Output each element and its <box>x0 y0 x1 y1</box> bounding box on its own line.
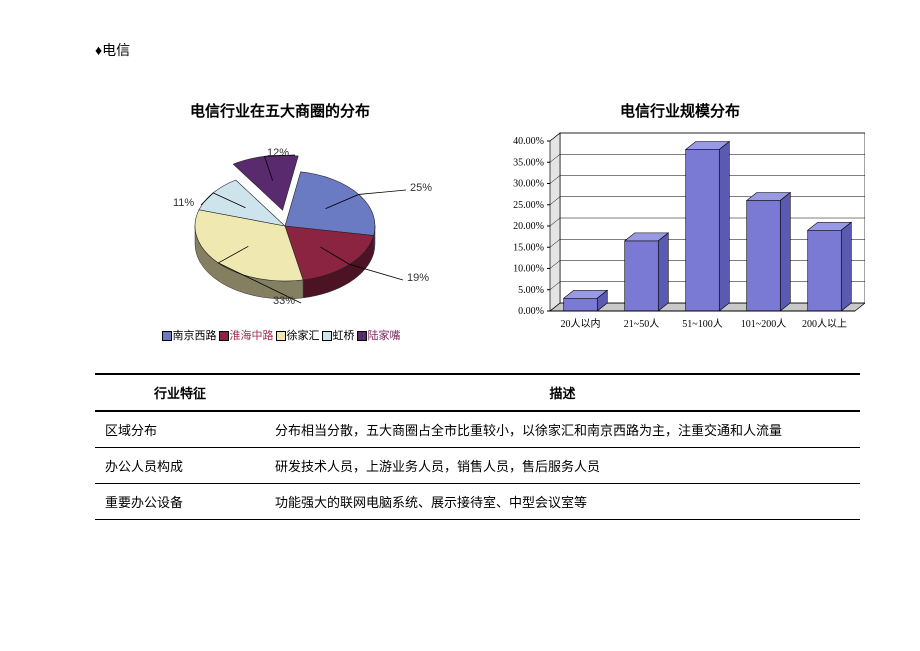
legend-swatch <box>276 331 286 341</box>
y-tick-label: 5.00% <box>518 285 544 296</box>
pie-slice-pct: 12% <box>267 147 289 159</box>
y-tick-label: 30.00% <box>513 179 544 190</box>
y-tick-label: 25.00% <box>513 200 544 211</box>
table-cell-desc: 分布相当分散，五大商圈占全市比重较小，以徐家汇和南京西路为主，注重交通和人流量 <box>265 411 860 448</box>
y-tick-label: 40.00% <box>513 136 544 147</box>
bar <box>808 230 842 311</box>
y-tick-label: 10.00% <box>513 264 544 275</box>
pie-slice-pct: 33% <box>273 295 295 307</box>
table-header-feature: 行业特征 <box>95 374 265 411</box>
pie-chart: 25% 19% 33% 11% 12% <box>95 131 465 321</box>
table-row: 区域分布分布相当分散，五大商圈占全市比重较小，以徐家汇和南京西路为主，注重交通和… <box>95 411 860 448</box>
bar <box>625 241 659 311</box>
legend-label: 陆家嘴 <box>368 330 401 342</box>
x-tick-label: 101~200人 <box>741 318 786 330</box>
info-table: 行业特征 描述 区域分布分布相当分散，五大商圈占全市比重较小，以徐家汇和南京西路… <box>95 373 860 520</box>
legend-label: 虹桥 <box>333 330 355 342</box>
table-cell-feature: 重要办公设备 <box>95 484 265 520</box>
legend-swatch <box>357 331 367 341</box>
legend-label: 徐家汇 <box>287 330 320 342</box>
bar <box>747 201 781 312</box>
legend-swatch <box>219 331 229 341</box>
table-cell-desc: 研发技术人员，上游业务人员，销售人员，售后服务人员 <box>265 448 860 484</box>
charts-row: 电信行业在五大商圈的分布 25% 19% 33% 11% 12% 南京西路 淮海中路 徐家汇… <box>95 100 860 343</box>
pie-slice-pct: 11% <box>173 197 194 209</box>
pie-chart-title: 电信行业在五大商圈的分布 <box>95 100 465 121</box>
y-tick-label: 15.00% <box>513 242 544 253</box>
pie-slice-pct: 25% <box>410 182 432 194</box>
y-tick-label: 35.00% <box>513 157 544 168</box>
x-tick-label: 20人以内 <box>561 317 601 330</box>
legend-label: 淮海中路 <box>230 330 274 342</box>
table-header-desc: 描述 <box>265 374 860 411</box>
bar <box>686 150 720 312</box>
table-row: 办公人员构成研发技术人员，上游业务人员，销售人员，售后服务人员 <box>95 448 860 484</box>
table-cell-feature: 办公人员构成 <box>95 448 265 484</box>
legend-swatch <box>322 331 332 341</box>
bar-chart-title: 电信行业规模分布 <box>495 100 865 121</box>
pie-chart-container: 电信行业在五大商圈的分布 25% 19% 33% 11% 12% 南京西路 淮海中路 徐家汇… <box>95 100 465 343</box>
table-cell-feature: 区域分布 <box>95 411 265 448</box>
table-header-row: 行业特征 描述 <box>95 374 860 411</box>
y-tick-label: 20.00% <box>513 221 544 232</box>
bar-chart-container: 电信行业规模分布 0.00% 5.00% 10.00% 15.00% 20.00% 25.… <box>495 100 865 343</box>
x-tick-label: 51~100人 <box>682 318 722 330</box>
y-tick-label: 0.00% <box>518 306 544 317</box>
pie-slice-pct: 19% <box>407 272 429 284</box>
bar-chart: 0.00% 5.00% 10.00% 15.00% 20.00% 25.00% 30.00%… <box>495 131 865 341</box>
bar <box>564 298 598 311</box>
section-header: ♦电信 <box>95 40 860 60</box>
table-row: 重要办公设备功能强大的联网电脑系统、展示接待室、中型会议室等 <box>95 484 860 520</box>
table-cell-desc: 功能强大的联网电脑系统、展示接待室、中型会议室等 <box>265 484 860 520</box>
pie-legend: 南京西路 淮海中路 徐家汇 虹桥 陆家嘴 <box>95 327 465 343</box>
legend-label: 南京西路 <box>173 330 217 342</box>
x-tick-label: 200人以上 <box>802 318 847 330</box>
legend-swatch <box>162 331 172 341</box>
x-tick-label: 21~50人 <box>624 318 659 330</box>
